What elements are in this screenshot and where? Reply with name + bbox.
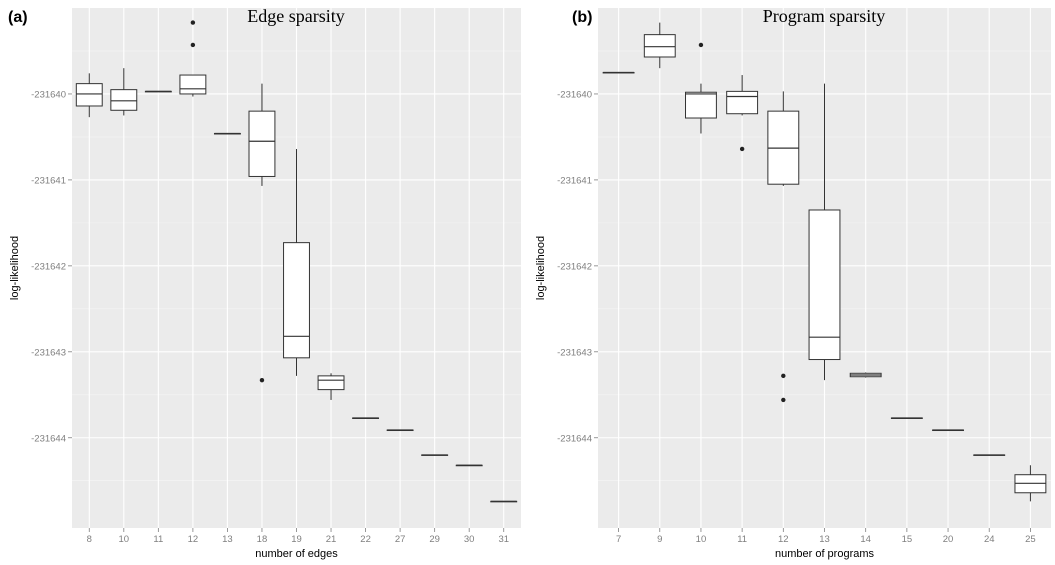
y-tick-label: -231640	[557, 89, 592, 100]
y-axis-title: log-likelihood	[535, 236, 547, 300]
outlier-point	[698, 42, 704, 48]
x-tick-label: 21	[326, 534, 337, 545]
chart-title: Program sparsity	[763, 6, 885, 26]
y-tick-label: -231644	[31, 433, 66, 444]
x-tick-label: 11	[153, 534, 163, 545]
outlier-point	[781, 373, 786, 379]
box-21	[317, 375, 345, 391]
x-tick-label: 10	[119, 534, 130, 545]
chart-title: Edge sparsity	[247, 6, 344, 26]
x-tick-label: 11	[737, 534, 747, 545]
x-tick-label: 7	[616, 534, 621, 545]
x-tick-label: 15	[902, 534, 913, 545]
box-8	[75, 83, 103, 107]
x-axis-title: number of programs	[775, 548, 875, 560]
box-18	[248, 110, 276, 177]
x-tick-label: 18	[257, 534, 268, 545]
x-tick-label: 13	[222, 534, 233, 545]
x-tick-label: 14	[860, 534, 871, 545]
y-tick-label: -231642	[31, 261, 66, 272]
box-13	[808, 209, 841, 361]
y-tick-label: -231642	[557, 261, 592, 272]
y-axis-title: log-likelihood	[9, 236, 21, 300]
x-tick-label: 10	[696, 534, 707, 545]
x-tick-label: 25	[1025, 534, 1036, 545]
outlier-point	[190, 42, 196, 48]
panel-tag: (a)	[8, 9, 28, 26]
x-tick-label: 9	[657, 534, 662, 545]
y-tick-label: -231641	[557, 175, 592, 186]
x-tick-label: 12	[188, 534, 199, 545]
box-19	[283, 242, 310, 359]
box-11	[726, 90, 759, 115]
x-axis-title: number of edges	[255, 548, 338, 560]
x-tick-label: 22	[360, 534, 371, 545]
y-tick-label: -231643	[557, 347, 592, 358]
panel-tag: (b)	[572, 9, 592, 26]
x-tick-label: 19	[291, 534, 302, 545]
y-tick-label: -231641	[31, 175, 66, 186]
outlier-point	[190, 20, 196, 25]
y-tick-label: -231644	[557, 433, 592, 444]
x-tick-label: 13	[819, 534, 830, 545]
x-tick-label: 12	[778, 534, 789, 545]
x-tick-label: 20	[943, 534, 954, 545]
x-tick-label: 30	[464, 534, 475, 545]
y-tick-label: -231640	[31, 89, 66, 100]
x-tick-label: 27	[395, 534, 406, 545]
x-tick-label: 24	[984, 534, 995, 545]
box-10	[110, 89, 138, 111]
box-10	[685, 91, 717, 119]
x-tick-label: 8	[87, 534, 92, 545]
outlier-point	[739, 146, 745, 152]
x-tick-label: 29	[429, 534, 440, 545]
outlier-point	[259, 377, 265, 383]
outlier-point	[781, 397, 786, 403]
box-12	[179, 74, 207, 95]
x-tick-label: 31	[498, 534, 509, 545]
box-9	[643, 34, 676, 58]
y-tick-label: -231643	[31, 347, 66, 358]
